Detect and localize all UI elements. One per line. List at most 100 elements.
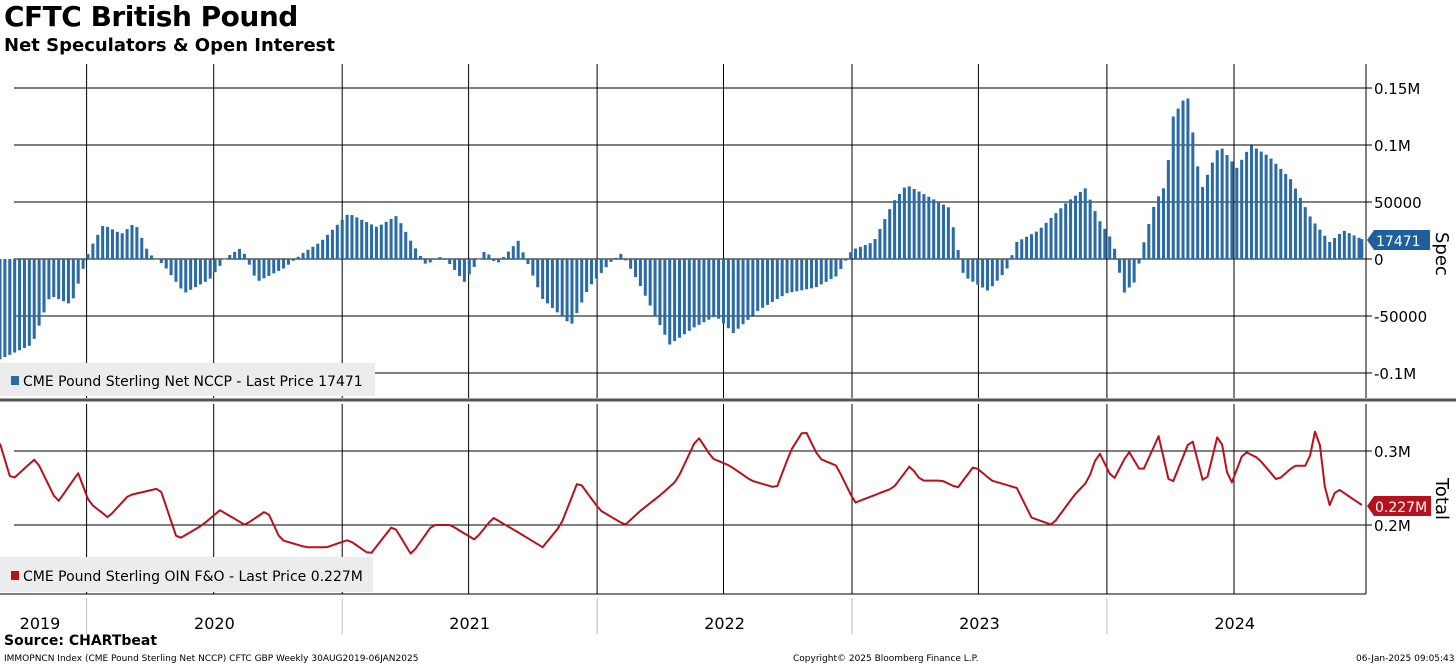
spec-bar: [32, 259, 36, 339]
spec-bar: [1005, 259, 1009, 269]
spec-bar: [1313, 223, 1317, 259]
spec-bar: [1259, 151, 1263, 259]
spec-bar: [1181, 100, 1185, 259]
spec-bar: [482, 252, 486, 259]
spec-bar: [717, 259, 721, 319]
spec-bar: [633, 259, 638, 278]
spec-bar: [834, 259, 838, 277]
spec-bar: [164, 259, 168, 269]
spec-axis-title: Spec: [1431, 232, 1452, 276]
spec-bar: [1215, 150, 1219, 259]
spec-bar: [414, 248, 418, 259]
spec-bar: [638, 259, 642, 286]
total-series-line: [0, 430, 1363, 555]
spec-bar: [677, 259, 682, 338]
spec-bar: [1049, 217, 1053, 259]
spec-bar: [1298, 197, 1302, 259]
spec-bar: [961, 259, 965, 273]
spec-bar: [536, 259, 540, 288]
spec-bar: [394, 216, 398, 259]
spec-bar: [687, 259, 691, 331]
spec-bar: [565, 259, 569, 322]
spec-bar: [966, 259, 970, 279]
spec-bar: [658, 259, 662, 325]
spec-bar: [443, 258, 447, 259]
spec-bar: [267, 259, 271, 276]
spec-bar: [22, 259, 26, 349]
spec-bar: [1274, 163, 1278, 259]
spec-bar: [492, 259, 496, 261]
spec-bar: [849, 252, 853, 259]
spec-bar: [301, 252, 305, 259]
spec-bar: [340, 219, 344, 259]
spec-bar: [0, 259, 2, 360]
spec-bar: [194, 259, 198, 288]
spec-bar: [785, 259, 789, 294]
spec-bar: [912, 188, 916, 259]
spec-bar: [189, 259, 193, 290]
spec-bar: [853, 248, 858, 259]
spec-bar: [467, 259, 471, 275]
spec-bar: [858, 246, 862, 259]
spec-bar: [3, 259, 7, 358]
spec-bar: [404, 231, 408, 259]
spec-bar: [228, 254, 232, 259]
spec-bar: [18, 259, 22, 351]
spec-tick-label: 0.1M: [1374, 137, 1411, 155]
spec-bar: [27, 259, 31, 346]
spec-bar: [321, 239, 325, 259]
copyright-note: Copyright© 2025 Bloomberg Finance L.P.: [793, 654, 979, 664]
spec-bar: [1137, 259, 1141, 264]
spec-bar: [13, 259, 17, 353]
chart-subtitle: Net Speculators & Open Interest: [4, 35, 335, 56]
spec-bar: [233, 251, 237, 259]
spec-bar: [252, 259, 256, 276]
spec-bar: [995, 259, 999, 281]
spec-bar: [1059, 208, 1063, 259]
spec-bar: [1357, 237, 1361, 259]
x-tick-label: 2020: [194, 614, 235, 633]
spec-bar: [697, 259, 701, 325]
spec-bar: [101, 226, 105, 259]
spec-bar: [1039, 227, 1043, 259]
spec-bar: [1308, 216, 1312, 259]
spec-legend: CME Pound Sterling Net NCCP - Last Price…: [0, 363, 375, 396]
spec-bar: [829, 259, 833, 280]
spec-bar: [1186, 98, 1190, 259]
spec-bar: [76, 259, 80, 284]
spec-bars: [0, 98, 1364, 360]
spec-bar: [702, 259, 706, 323]
spec-bar: [379, 224, 383, 259]
total-last-value: 0.227M: [1375, 500, 1427, 516]
spec-bar: [1303, 207, 1307, 259]
spec-bar: [1171, 116, 1175, 259]
x-tick-label: 2022: [704, 614, 745, 633]
spec-bar: [682, 259, 686, 335]
spec-bar: [150, 255, 154, 259]
spec-bar: [213, 259, 217, 273]
spec-bar: [71, 259, 75, 299]
spec-bar: [1360, 239, 1364, 259]
spec-bar: [1230, 161, 1234, 259]
spec-bar: [1010, 255, 1014, 259]
total-legend-swatch: [11, 571, 19, 580]
spec-bar: [1318, 229, 1322, 259]
spec-bar: [110, 229, 114, 259]
chart-title: CFTC British Pound: [4, 0, 298, 33]
spec-legend-swatch: [11, 376, 19, 385]
spec-bar: [1113, 248, 1117, 259]
spec-bar: [599, 259, 603, 273]
spec-bar: [731, 259, 735, 334]
spec-bar: [277, 259, 281, 271]
spec-bar: [120, 233, 124, 259]
spec-bar: [1269, 158, 1273, 259]
spec-bar: [863, 244, 867, 259]
spec-bar: [1279, 168, 1283, 259]
spec-bar: [883, 219, 887, 259]
spec-bar: [707, 259, 711, 320]
spec-bar: [1284, 174, 1288, 259]
spec-bar: [316, 243, 320, 259]
spec-bar: [1152, 206, 1156, 259]
spec-last-value-badge: 17471: [1367, 230, 1430, 250]
